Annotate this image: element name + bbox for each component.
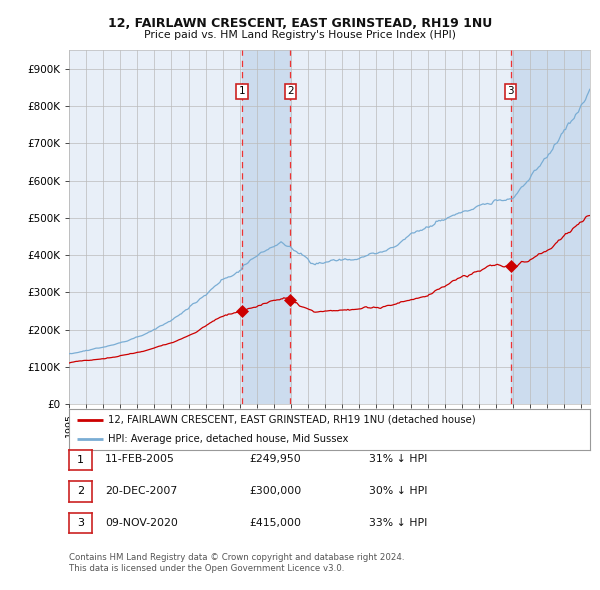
Text: £415,000: £415,000 (249, 518, 301, 527)
Text: 2: 2 (77, 487, 84, 496)
Text: £300,000: £300,000 (249, 486, 301, 496)
Text: Contains HM Land Registry data © Crown copyright and database right 2024.: Contains HM Land Registry data © Crown c… (69, 553, 404, 562)
Text: £249,950: £249,950 (249, 454, 301, 464)
Text: 09-NOV-2020: 09-NOV-2020 (105, 518, 178, 527)
Text: 12, FAIRLAWN CRESCENT, EAST GRINSTEAD, RH19 1NU (detached house): 12, FAIRLAWN CRESCENT, EAST GRINSTEAD, R… (108, 415, 476, 425)
Text: 12, FAIRLAWN CRESCENT, EAST GRINSTEAD, RH19 1NU: 12, FAIRLAWN CRESCENT, EAST GRINSTEAD, R… (108, 17, 492, 30)
Text: Price paid vs. HM Land Registry's House Price Index (HPI): Price paid vs. HM Land Registry's House … (144, 30, 456, 40)
Text: 1: 1 (238, 86, 245, 96)
Bar (242, 50, 290, 404)
Text: 30% ↓ HPI: 30% ↓ HPI (369, 486, 427, 496)
Text: 11-FEB-2005: 11-FEB-2005 (105, 454, 175, 464)
Text: 20-DEC-2007: 20-DEC-2007 (105, 486, 177, 496)
Bar (511, 50, 590, 404)
Text: 3: 3 (77, 519, 84, 528)
Text: 1: 1 (77, 455, 84, 464)
Text: 2: 2 (287, 86, 294, 96)
Text: 31% ↓ HPI: 31% ↓ HPI (369, 454, 427, 464)
Text: HPI: Average price, detached house, Mid Sussex: HPI: Average price, detached house, Mid … (108, 434, 349, 444)
Text: 3: 3 (507, 86, 514, 96)
Text: 33% ↓ HPI: 33% ↓ HPI (369, 518, 427, 527)
Text: This data is licensed under the Open Government Licence v3.0.: This data is licensed under the Open Gov… (69, 565, 344, 573)
